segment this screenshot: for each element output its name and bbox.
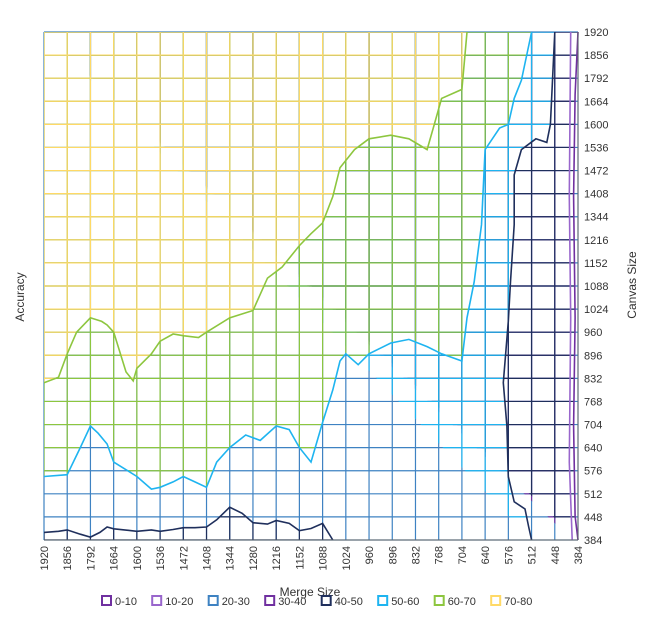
legend-swatch xyxy=(433,595,445,606)
y-tick-label: 1792 xyxy=(584,73,608,85)
y-tick-label: 1024 xyxy=(584,304,608,316)
x-tick-label: 1088 xyxy=(318,546,330,570)
x-tick-label: 1856 xyxy=(62,546,74,570)
x-tick-label: 384 xyxy=(573,546,585,564)
x-tick-label: 960 xyxy=(364,546,376,564)
x-tick-label: 1920 xyxy=(39,546,51,570)
legend-item: 30-40 xyxy=(264,595,306,608)
legend-label: 10-20 xyxy=(165,596,193,608)
x-tick-label: 1792 xyxy=(85,546,97,570)
x-tick-label: 1152 xyxy=(294,546,306,570)
legend-swatch xyxy=(151,595,163,606)
legend: 0-10 10-20 20-30 30-40 40-50 50-60 60-70 70-80 xyxy=(101,595,532,608)
contour-line-50-60 xyxy=(43,506,334,541)
legend-label: 70-80 xyxy=(504,596,532,608)
y-tick-label: 832 xyxy=(584,373,602,385)
legend-item: 20-30 xyxy=(207,595,250,608)
y-tick-label: 1408 xyxy=(584,189,608,201)
y-tick-label: 1088 xyxy=(584,281,608,293)
y-tick-label: 448 xyxy=(584,512,602,524)
y-tick-label: 576 xyxy=(584,466,602,478)
legend-label: 50-60 xyxy=(391,596,419,608)
axes xyxy=(44,32,579,541)
legend-item: 0-10 xyxy=(101,595,137,608)
contour-line-40-50 xyxy=(502,31,556,541)
x-tick-label: 1024 xyxy=(341,546,353,570)
right-axis-label: Canvas Size xyxy=(625,251,639,319)
x-tick-label: 512 xyxy=(527,546,539,564)
legend-swatch xyxy=(207,595,219,606)
legend-swatch xyxy=(320,595,332,606)
x-tick-label: 1280 xyxy=(248,546,260,570)
x-tick-label: 1408 xyxy=(202,546,214,570)
x-tick-label: 832 xyxy=(410,546,422,564)
y-tick-label: 1216 xyxy=(584,235,608,247)
x-tick-label: 704 xyxy=(457,546,469,564)
y-tick-label: 896 xyxy=(584,350,602,362)
x-tick-label: 1472 xyxy=(178,546,190,570)
y-tick-labels: 384 448 512 576 640 704 768 832 896 960 1024 1088 11… xyxy=(584,27,608,547)
y-tick-label: 1536 xyxy=(584,142,608,154)
x-tick-label: 1600 xyxy=(132,546,144,570)
legend-label: 0-10 xyxy=(115,596,137,608)
contour-line-70-80 xyxy=(43,31,468,384)
contour-line-60-70 xyxy=(43,31,533,490)
legend-swatch xyxy=(101,595,112,606)
legend-item: 10-20 xyxy=(151,595,193,608)
x-tick-label: 768 xyxy=(434,546,446,564)
legend-item: 50-60 xyxy=(377,595,419,608)
contour-line-20-30 xyxy=(568,31,573,541)
x-tick-labels: 1920 1856 1792 1664 1600 1536 1472 1408 1344 1280… xyxy=(39,546,585,570)
contour-lines xyxy=(43,31,579,541)
y-tick-label: 960 xyxy=(584,327,602,339)
y-tick-label: 704 xyxy=(584,420,602,432)
x-tick-label: 1664 xyxy=(109,546,121,570)
y-tick-label: 1664 xyxy=(584,96,608,108)
x-tick-label: 640 xyxy=(480,546,492,564)
legend-swatch xyxy=(264,595,276,606)
contour-line-30-40 xyxy=(572,31,579,541)
y-tick-label: 768 xyxy=(584,396,602,408)
grid-lines xyxy=(43,31,579,541)
legend-label: 20-30 xyxy=(222,596,250,608)
x-tick-label: 1344 xyxy=(225,546,237,570)
x-tick-label: 576 xyxy=(503,546,515,564)
y-tick-label: 384 xyxy=(584,535,602,547)
x-tick-label: 1216 xyxy=(271,546,283,570)
y-tick-label: 512 xyxy=(584,489,602,501)
y-tick-label: 1472 xyxy=(584,166,608,178)
legend-item: 70-80 xyxy=(490,595,532,608)
legend-label: 40-50 xyxy=(335,596,363,608)
legend-swatch xyxy=(377,595,389,606)
legend-label: 60-70 xyxy=(448,596,476,608)
y-tick-label: 1600 xyxy=(584,119,608,131)
left-axis-label: Accuracy xyxy=(13,272,27,321)
y-tick-label: 1152 xyxy=(584,258,608,270)
legend-item: 60-70 xyxy=(433,595,476,608)
x-tick-label: 1536 xyxy=(155,546,167,570)
legend-label: 30-40 xyxy=(278,596,306,608)
y-tick-label: 1856 xyxy=(584,50,608,62)
legend-swatch xyxy=(490,595,502,606)
x-tick-label: 896 xyxy=(387,546,399,564)
legend-item: 40-50 xyxy=(320,595,363,608)
y-tick-label: 1920 xyxy=(584,27,608,39)
y-tick-label: 640 xyxy=(584,443,602,455)
y-tick-label: 1344 xyxy=(584,212,608,224)
x-tick-label: 448 xyxy=(550,546,562,564)
